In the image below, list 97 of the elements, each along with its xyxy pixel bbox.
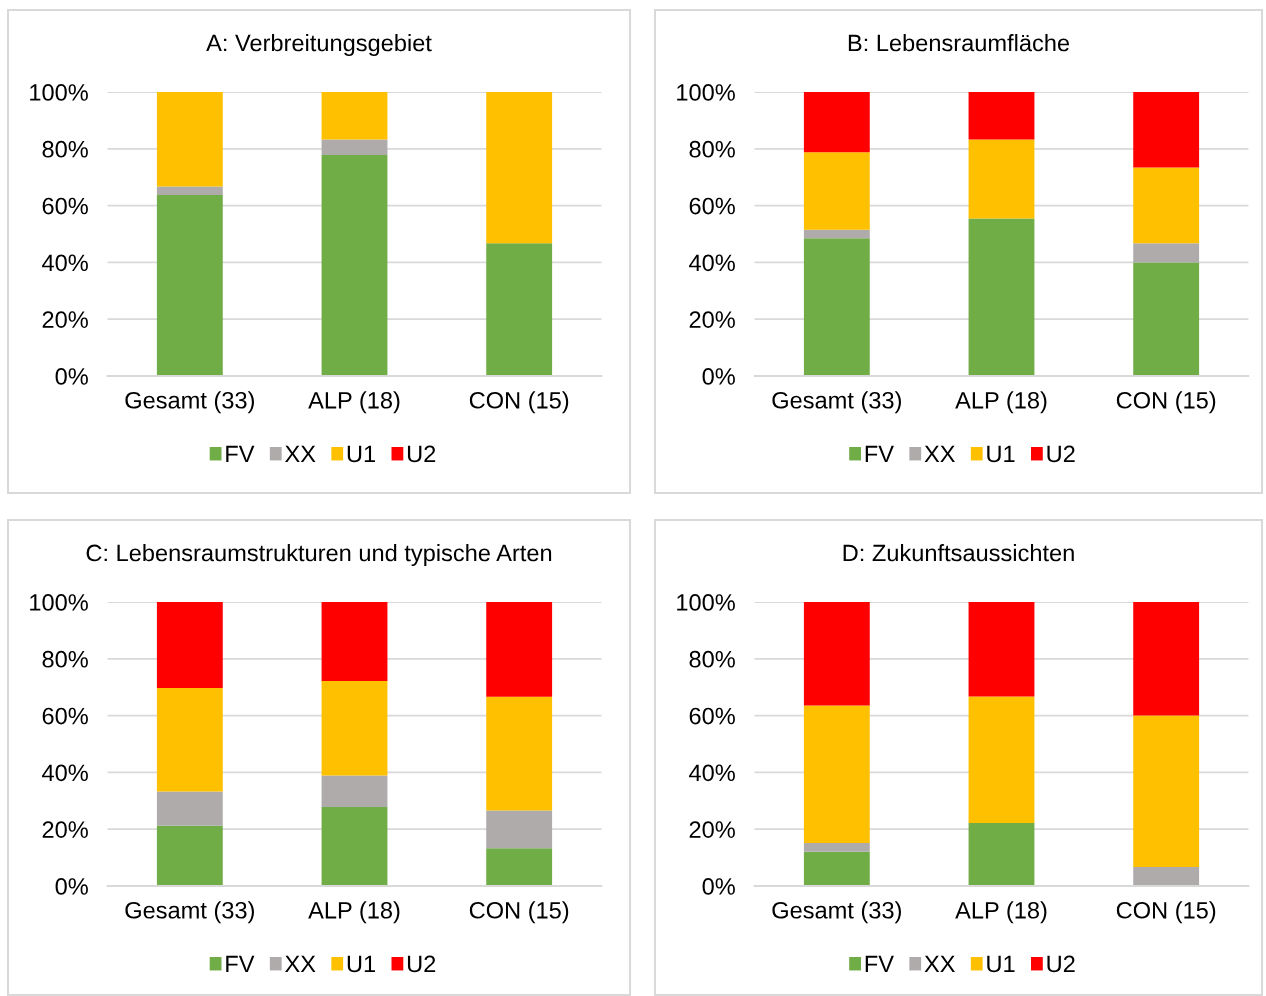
y-tick-label: 20% [42, 311, 88, 328]
x-tick-label: CON (15) [469, 391, 569, 414]
bar [486, 696, 553, 811]
legend-label: U1 [347, 445, 375, 463]
bar [156, 195, 223, 376]
y-tick-label: 80% [42, 650, 88, 668]
y-tick-label: 60% [42, 197, 88, 215]
bar [1133, 866, 1200, 886]
legend-label: U2 [1047, 445, 1075, 463]
bar [1133, 243, 1200, 263]
bar [1133, 715, 1200, 867]
y-tick-label: 100% [30, 594, 88, 611]
y-tick-label: 40% [689, 764, 735, 782]
x-tick-label: Gesamt (33) [125, 391, 254, 414]
x-tick-label: Gesamt (33) [772, 391, 901, 414]
bar [803, 705, 870, 844]
bar [486, 848, 553, 886]
y-tick-label: 0% [702, 878, 735, 895]
y-tick-label: 20% [689, 311, 735, 328]
x-tick-label: CON (15) [1116, 391, 1216, 414]
bar [321, 155, 388, 376]
bar [1133, 262, 1200, 376]
bar [803, 92, 870, 153]
legend-label: U2 [407, 445, 436, 463]
legend-label: U1 [987, 445, 1015, 463]
legend-label: FV [226, 955, 255, 973]
x-tick-label: ALP (18) [308, 901, 400, 924]
bar [968, 92, 1035, 140]
bar [321, 92, 388, 140]
bar [968, 218, 1035, 376]
bar [486, 243, 553, 376]
y-tick-label: 0% [702, 368, 735, 385]
bar [803, 229, 870, 239]
x-tick-label: Gesamt (33) [125, 901, 254, 924]
legend-label: U1 [347, 955, 375, 973]
legend-label: U1 [987, 955, 1015, 973]
bar [803, 843, 870, 852]
legend-label: U2 [407, 955, 436, 973]
x-tick-label: ALP (18) [955, 901, 1047, 924]
y-tick-label: 80% [42, 140, 88, 158]
y-tick-label: 40% [689, 254, 735, 272]
x-tick-label: Gesamt (33) [772, 901, 901, 924]
y-tick-label: 100% [30, 84, 88, 101]
y-tick-label: 60% [689, 197, 735, 215]
legend-label: XX [285, 445, 316, 463]
bar [156, 602, 223, 689]
bar [156, 688, 223, 792]
y-tick-label: 0% [55, 878, 88, 895]
bar [968, 696, 1035, 823]
chart-title: A: Verbreitungsgebiet [206, 34, 432, 57]
bar [321, 139, 388, 156]
legend-label: FV [226, 445, 255, 463]
bar [321, 807, 388, 886]
bar [486, 810, 553, 849]
bar [156, 186, 223, 196]
bar [156, 92, 223, 187]
bar [321, 680, 388, 776]
bar [803, 851, 870, 886]
bar [1133, 602, 1200, 716]
bar [156, 791, 223, 826]
legend-label: U2 [1047, 955, 1075, 973]
legend-label: XX [924, 445, 955, 463]
y-tick-label: 0% [55, 368, 88, 385]
bar [156, 825, 223, 886]
x-tick-label: ALP (18) [308, 391, 400, 414]
chart-title: D: Zukunftsaussichten [843, 543, 1074, 562]
legend-label: FV [865, 955, 894, 973]
bar [968, 139, 1035, 219]
x-tick-label: CON (15) [469, 901, 569, 924]
chart-title: B: Lebensraumfläche [848, 34, 1070, 52]
y-tick-label: 40% [42, 764, 88, 782]
y-tick-label: 80% [689, 140, 735, 158]
y-tick-label: 40% [42, 254, 88, 272]
chart-title: C: Lebensraumstrukturen und typische Arten [86, 543, 552, 567]
bar [1133, 167, 1200, 244]
bar [321, 602, 388, 681]
bar [803, 238, 870, 376]
y-tick-label: 20% [42, 821, 88, 838]
y-tick-label: 60% [689, 707, 735, 725]
bar [968, 602, 1035, 697]
y-tick-label: 80% [689, 650, 735, 668]
x-tick-label: CON (15) [1116, 901, 1216, 924]
y-tick-label: 100% [677, 84, 735, 101]
bar [803, 152, 870, 230]
y-tick-label: 100% [677, 594, 735, 611]
bar [321, 775, 388, 808]
bar [968, 822, 1035, 886]
legend-label: FV [865, 445, 894, 463]
bar [486, 602, 553, 697]
bar [486, 92, 553, 244]
bar [803, 602, 870, 706]
legend-label: XX [924, 955, 955, 973]
y-tick-label: 60% [42, 707, 88, 725]
x-tick-label: ALP (18) [955, 391, 1047, 414]
bar [1133, 92, 1200, 168]
y-tick-label: 20% [689, 821, 735, 838]
legend-label: XX [285, 955, 316, 973]
